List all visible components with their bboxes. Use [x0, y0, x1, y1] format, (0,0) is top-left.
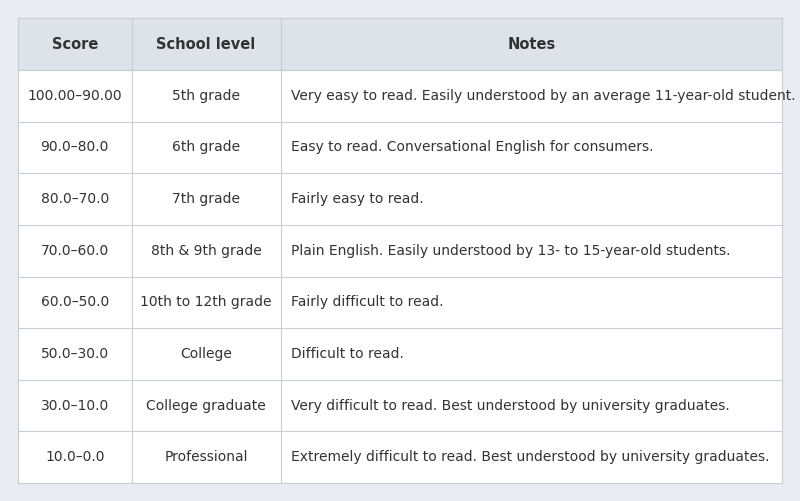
Bar [18, 122, 782, 173]
Text: 10.0–0.0: 10.0–0.0 [45, 450, 105, 464]
Text: Plain English. Easily understood by 13- to 15-year-old students.: Plain English. Easily understood by 13- … [290, 243, 730, 258]
Bar [18, 431, 782, 483]
Bar [18, 18, 782, 70]
Bar [18, 70, 782, 122]
Text: Extremely difficult to read. Best understood by university graduates.: Extremely difficult to read. Best unders… [290, 450, 769, 464]
Text: 70.0–60.0: 70.0–60.0 [41, 243, 109, 258]
Text: Fairly easy to read.: Fairly easy to read. [290, 192, 423, 206]
Text: Fairly difficult to read.: Fairly difficult to read. [290, 295, 443, 309]
Text: 50.0–30.0: 50.0–30.0 [41, 347, 109, 361]
Text: 60.0–50.0: 60.0–50.0 [41, 295, 109, 309]
Text: College: College [180, 347, 232, 361]
Text: Score: Score [52, 37, 98, 52]
Text: Difficult to read.: Difficult to read. [290, 347, 403, 361]
Text: Easy to read. Conversational English for consumers.: Easy to read. Conversational English for… [290, 140, 653, 154]
Text: Very difficult to read. Best understood by university graduates.: Very difficult to read. Best understood … [290, 399, 730, 412]
Text: 100.00–90.00: 100.00–90.00 [27, 89, 122, 103]
Text: 7th grade: 7th grade [172, 192, 240, 206]
Text: College graduate: College graduate [146, 399, 266, 412]
Bar [18, 173, 782, 225]
Bar [18, 328, 782, 380]
Text: Notes: Notes [507, 37, 555, 52]
Bar [18, 277, 782, 328]
Bar [18, 225, 782, 277]
Text: 90.0–80.0: 90.0–80.0 [41, 140, 109, 154]
Text: Very easy to read. Easily understood by an average 11-year-old student.: Very easy to read. Easily understood by … [290, 89, 795, 103]
Text: 80.0–70.0: 80.0–70.0 [41, 192, 109, 206]
Text: Professional: Professional [164, 450, 248, 464]
Text: 8th & 9th grade: 8th & 9th grade [150, 243, 262, 258]
Bar [18, 380, 782, 431]
Text: 5th grade: 5th grade [172, 89, 240, 103]
Text: School level: School level [157, 37, 256, 52]
Text: 6th grade: 6th grade [172, 140, 240, 154]
Text: 30.0–10.0: 30.0–10.0 [41, 399, 109, 412]
Text: 10th to 12th grade: 10th to 12th grade [140, 295, 272, 309]
